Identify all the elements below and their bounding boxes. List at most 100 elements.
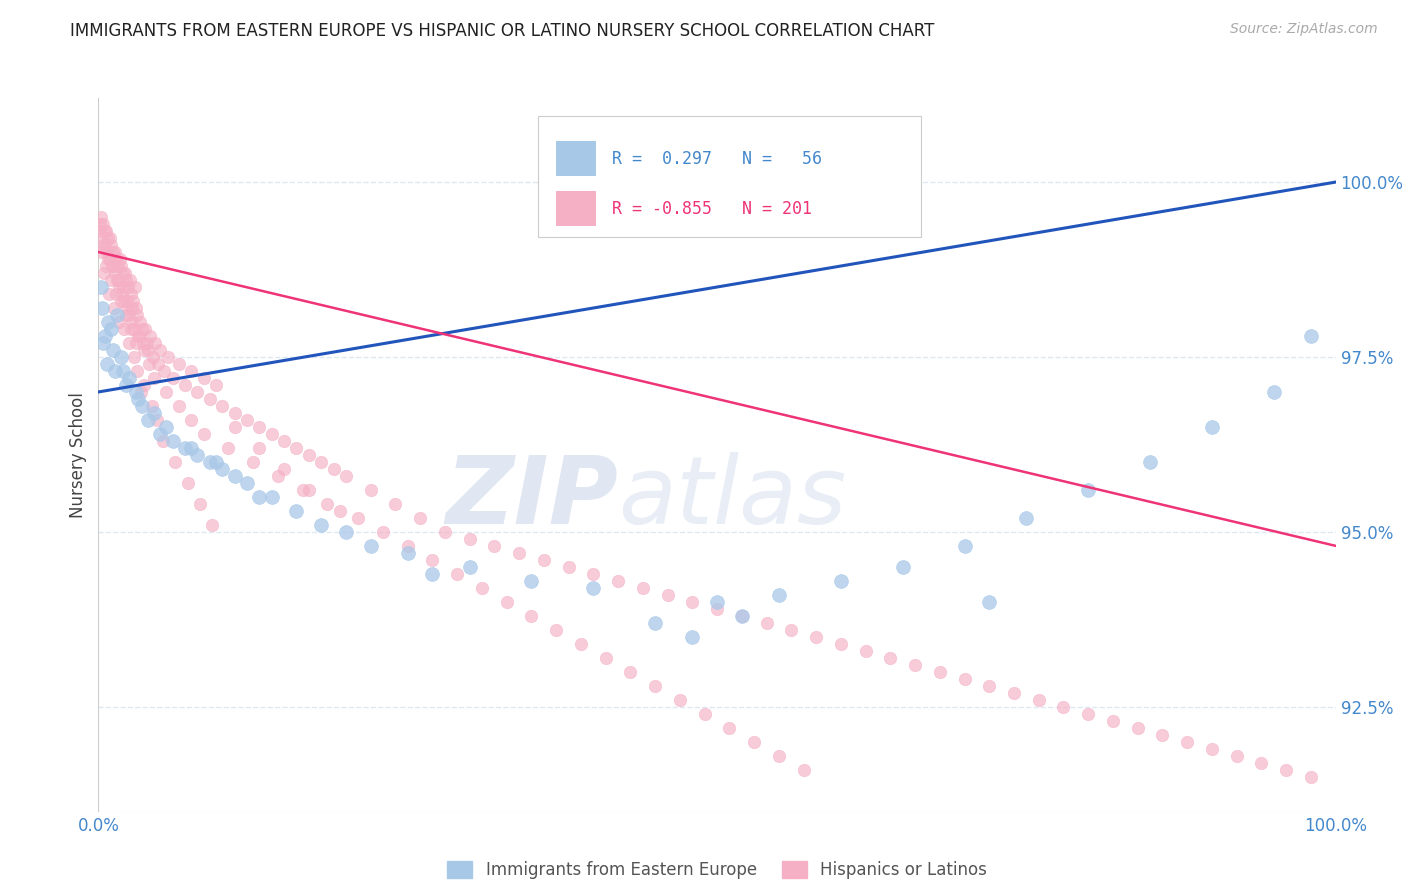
Point bbox=[335, 524, 357, 539]
Point bbox=[224, 406, 246, 420]
Point bbox=[335, 469, 357, 483]
Point bbox=[101, 259, 124, 273]
Point bbox=[167, 357, 190, 371]
Point bbox=[546, 623, 568, 637]
Point bbox=[188, 497, 211, 511]
Point bbox=[644, 679, 666, 693]
Point bbox=[891, 559, 914, 574]
Point bbox=[121, 301, 143, 315]
Point bbox=[180, 364, 202, 378]
Point bbox=[105, 287, 128, 301]
Point bbox=[93, 329, 115, 343]
Point bbox=[108, 252, 131, 266]
Point bbox=[143, 371, 166, 385]
Text: R = -0.855   N = 201: R = -0.855 N = 201 bbox=[612, 200, 811, 218]
Text: ZIP: ZIP bbox=[446, 451, 619, 544]
Point bbox=[143, 406, 166, 420]
Point bbox=[112, 293, 135, 308]
Point bbox=[174, 441, 197, 455]
Point bbox=[93, 217, 115, 231]
Point bbox=[201, 517, 224, 532]
Point bbox=[953, 539, 976, 553]
Point bbox=[484, 539, 506, 553]
Point bbox=[742, 735, 765, 749]
Point bbox=[1015, 511, 1038, 525]
Point bbox=[100, 273, 122, 287]
Point bbox=[855, 644, 877, 658]
Point bbox=[155, 384, 177, 399]
Point bbox=[242, 455, 264, 469]
Point bbox=[904, 657, 927, 672]
Point bbox=[1002, 686, 1025, 700]
Point bbox=[103, 301, 125, 315]
Point bbox=[149, 426, 172, 441]
Point bbox=[631, 581, 654, 595]
Point bbox=[115, 301, 138, 315]
Point bbox=[731, 608, 754, 623]
Point bbox=[112, 364, 135, 378]
Point bbox=[155, 420, 177, 434]
Point bbox=[247, 441, 270, 455]
Point bbox=[149, 343, 172, 357]
Point bbox=[104, 252, 127, 266]
Point bbox=[103, 364, 125, 378]
Point bbox=[127, 364, 149, 378]
Point bbox=[217, 441, 239, 455]
Point bbox=[135, 336, 157, 351]
Point bbox=[928, 665, 950, 679]
Point bbox=[211, 399, 233, 413]
Point bbox=[174, 378, 197, 392]
Point bbox=[97, 252, 120, 266]
Point bbox=[112, 266, 135, 280]
Point bbox=[122, 350, 145, 364]
Point bbox=[1226, 748, 1249, 763]
Point bbox=[780, 623, 803, 637]
Point bbox=[298, 448, 321, 462]
Point bbox=[110, 350, 132, 364]
Point bbox=[180, 413, 202, 427]
Point bbox=[131, 322, 153, 336]
Point bbox=[145, 413, 167, 427]
Point bbox=[205, 455, 228, 469]
Point bbox=[90, 280, 112, 294]
Point bbox=[458, 532, 481, 546]
Point bbox=[446, 566, 468, 581]
Point bbox=[520, 608, 543, 623]
Point bbox=[176, 475, 198, 490]
Point bbox=[97, 315, 120, 329]
Point bbox=[103, 245, 125, 260]
Point bbox=[979, 595, 1001, 609]
FancyBboxPatch shape bbox=[557, 141, 596, 177]
Point bbox=[291, 483, 314, 497]
Point bbox=[508, 546, 530, 560]
FancyBboxPatch shape bbox=[557, 191, 596, 227]
Point bbox=[422, 566, 444, 581]
Point bbox=[96, 245, 118, 260]
Point bbox=[224, 469, 246, 483]
Point bbox=[152, 434, 174, 448]
Point bbox=[495, 595, 517, 609]
Point bbox=[143, 336, 166, 351]
Point bbox=[793, 763, 815, 777]
Point bbox=[1028, 693, 1050, 707]
Point bbox=[1052, 699, 1074, 714]
Point bbox=[110, 259, 132, 273]
Point bbox=[1263, 384, 1285, 399]
Point bbox=[422, 553, 444, 567]
Point bbox=[329, 504, 352, 518]
Point bbox=[582, 566, 605, 581]
Point bbox=[582, 581, 605, 595]
Point bbox=[260, 426, 283, 441]
Point bbox=[117, 280, 139, 294]
Point bbox=[134, 322, 156, 336]
Point bbox=[309, 455, 332, 469]
Point bbox=[409, 511, 432, 525]
Point bbox=[273, 462, 295, 476]
Point bbox=[236, 475, 259, 490]
Text: Source: ZipAtlas.com: Source: ZipAtlas.com bbox=[1230, 22, 1378, 37]
Point bbox=[129, 315, 152, 329]
Point bbox=[162, 434, 184, 448]
Point bbox=[1077, 483, 1099, 497]
Point bbox=[607, 574, 630, 588]
Point bbox=[644, 615, 666, 630]
